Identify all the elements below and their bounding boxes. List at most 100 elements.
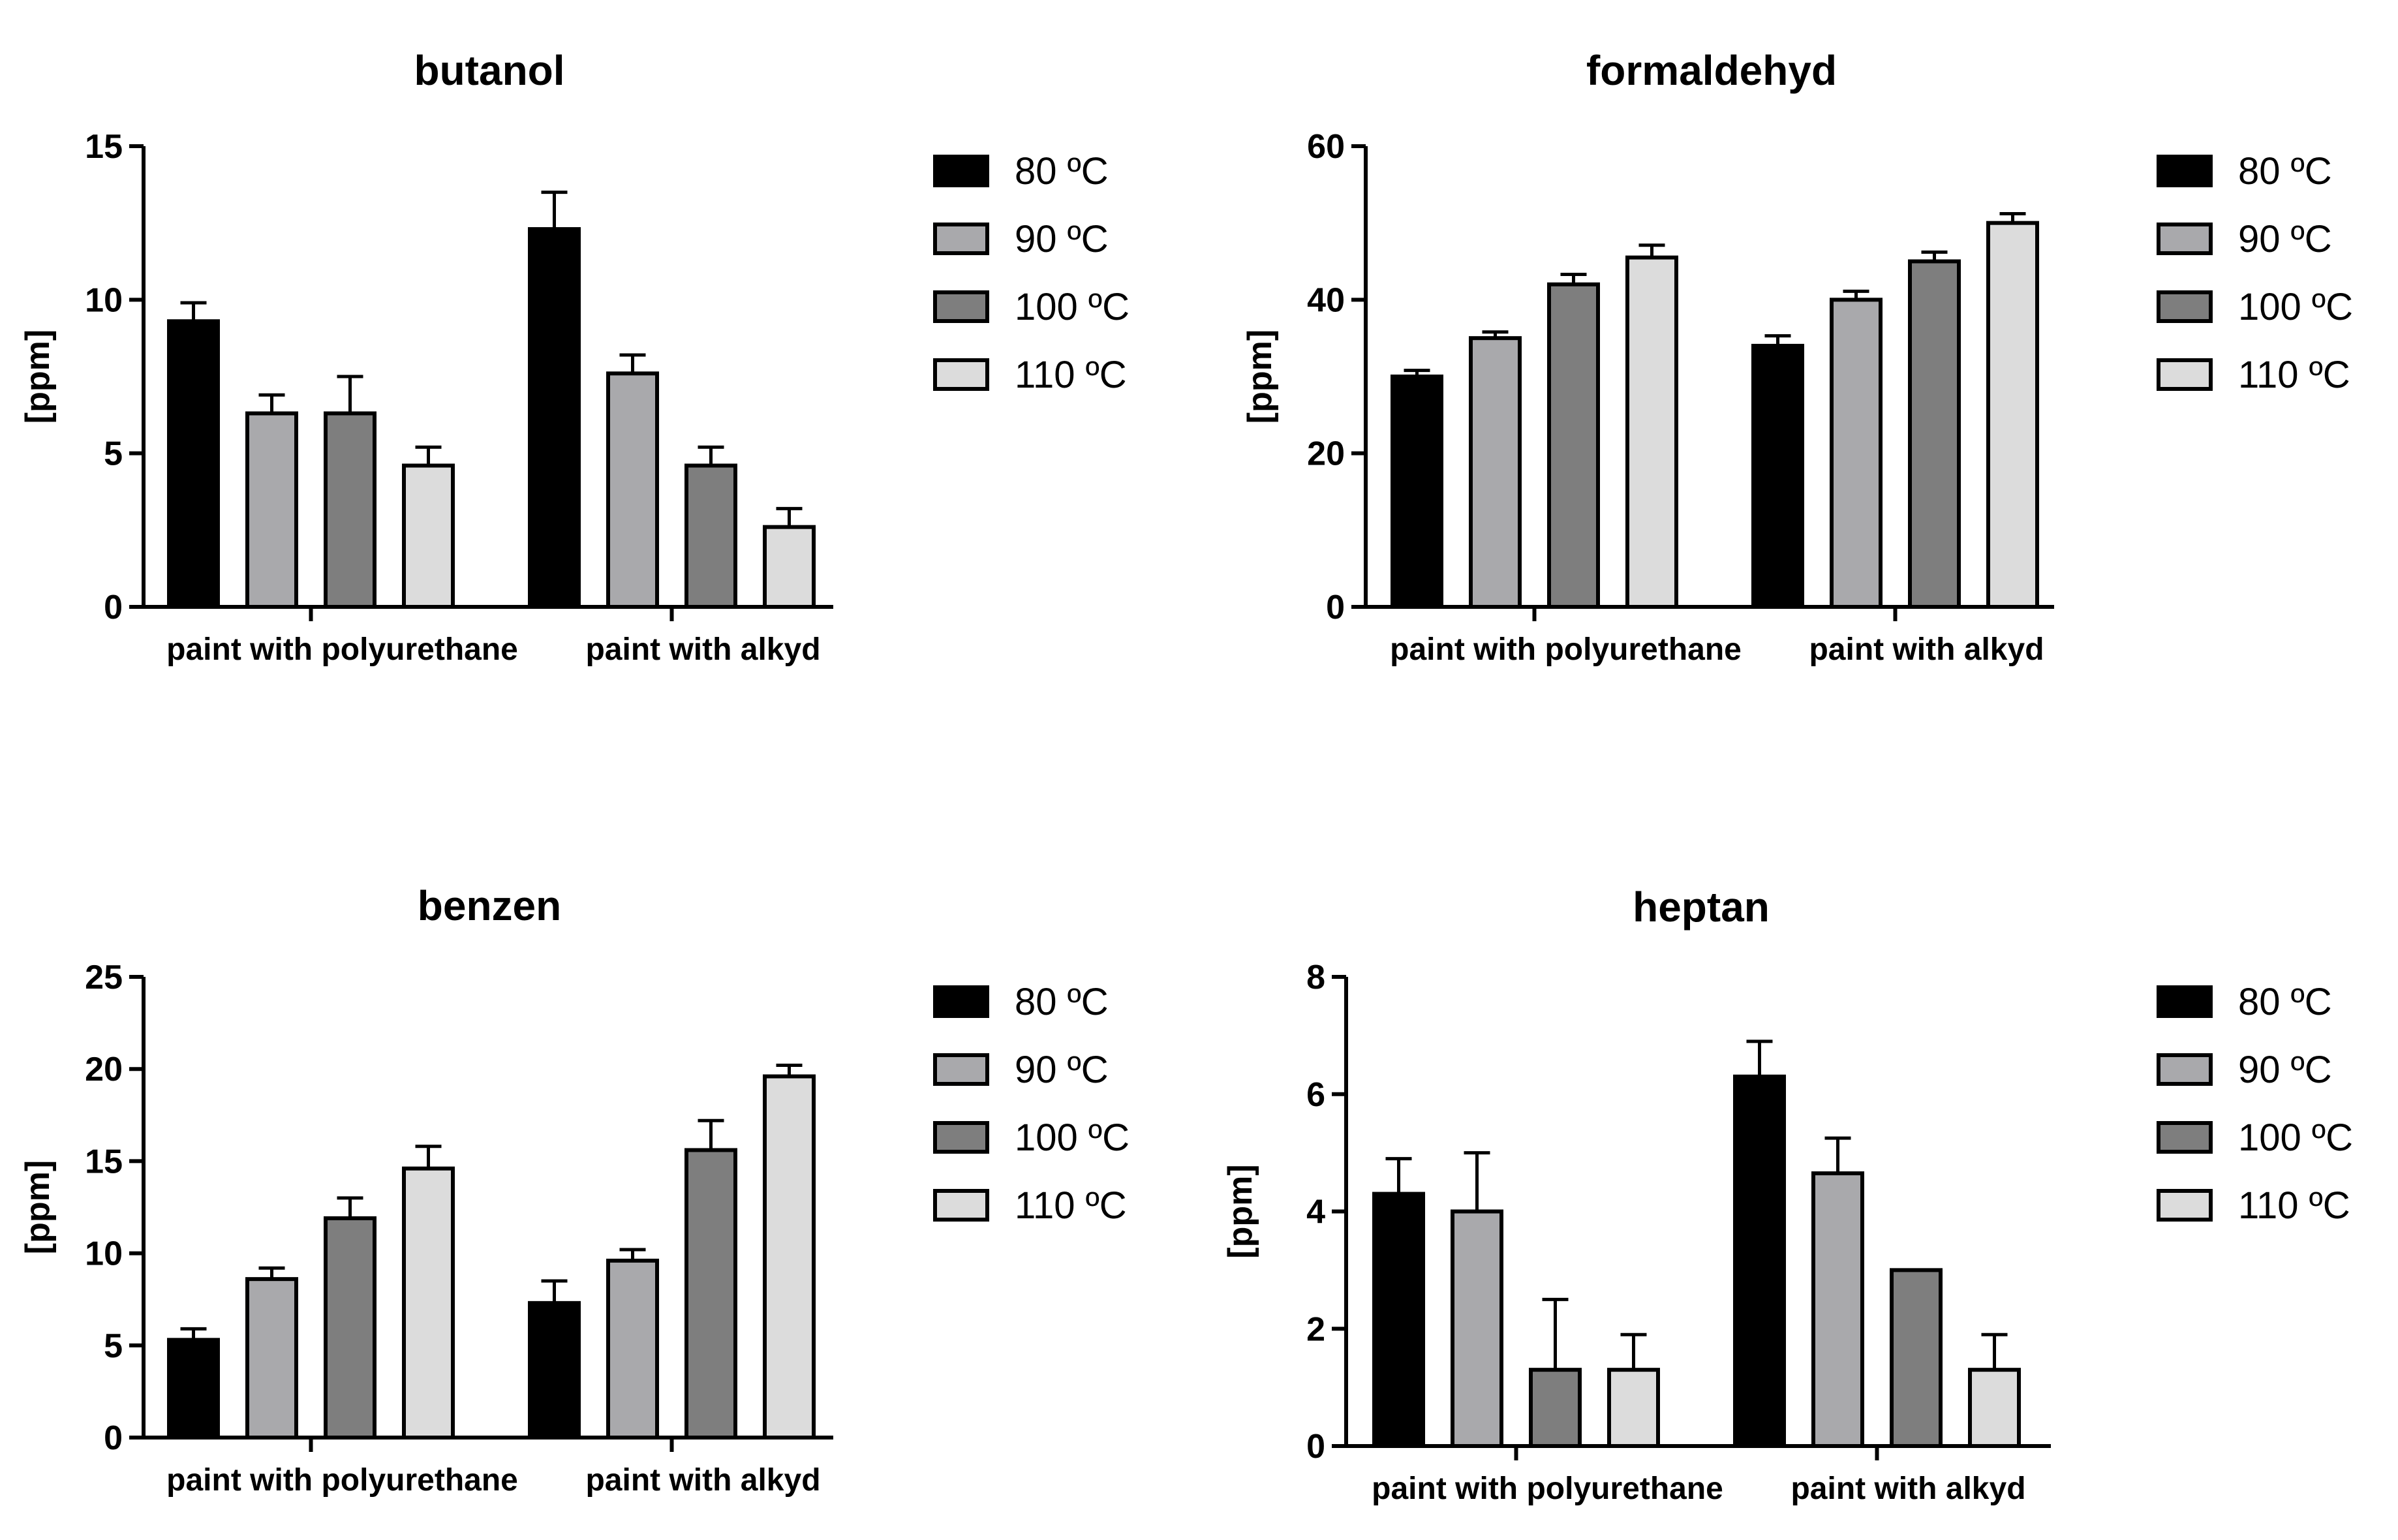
y-tick-label: 5 [104,435,123,473]
bar-paint-with-alkyd-1 [528,1301,581,1440]
bar-paint-with-alkyd-3 [684,1148,737,1440]
legend-label: 110 ºC [2238,1184,2350,1227]
bar-paint-with-polyurethane-3 [1547,282,1600,609]
x-category-label: paint with alkyd [1791,1471,2025,1506]
bar-paint-with-alkyd-3 [1890,1268,1943,1448]
legend-swatch [2157,223,2213,255]
y-tick-label: 25 [85,959,123,996]
legend-swatch [933,1121,989,1154]
y-tick-label: 60 [1307,128,1345,166]
legend-label: 100 ºC [2238,286,2353,328]
bar-paint-with-polyurethane-1 [167,1338,220,1440]
y-tick-label: 0 [1306,1428,1325,1466]
legend-swatch [2157,1189,2213,1222]
bar-paint-with-polyurethane-3 [1529,1368,1582,1449]
chart-panel-butanol: butanol [ppm] 0 5 10 15 paint with polyurethan… [19,47,1130,667]
bar-paint-with-alkyd-1 [1733,1074,1786,1448]
y-tick-label: 2 [1306,1310,1325,1348]
y-tick-label: 20 [1307,435,1345,473]
legend-swatch [933,358,989,391]
bar-paint-with-polyurethane-2 [245,1277,298,1440]
y-tick-label: 8 [1306,959,1325,996]
chart-title: butanol [414,47,564,94]
chart-title: heptan [1633,884,1770,931]
legend-label: 80 ºC [2238,981,2332,1023]
chart-title: formaldehyd [1586,47,1837,94]
legend-label: 100 ºC [1015,286,1130,328]
y-tick-label: 15 [85,128,123,166]
y-tick-label: 0 [1326,589,1345,626]
y-tick-label: 40 [1307,281,1345,319]
legend-swatch [933,155,989,187]
x-category-label: paint with polyurethane [1372,1471,1723,1506]
bar-paint-with-alkyd-4 [763,525,816,609]
y-tick-label: 15 [85,1143,123,1180]
y-axis-label: [ppm] [1241,330,1279,424]
y-tick-label: 0 [104,589,123,626]
bar-paint-with-polyurethane-2 [1469,336,1522,609]
bar-paint-with-polyurethane-4 [1607,1368,1660,1449]
chart-panel-benzen: benzen [ppm] 0 5 10 15 20 25 paint with polyuret… [19,882,1130,1498]
bar-paint-with-alkyd-1 [1751,343,1804,609]
legend-swatch [2157,1121,2213,1154]
legend-label: 110 ºC [1015,354,1127,396]
legend-swatch [2157,1053,2213,1086]
legend-swatch [2157,358,2213,391]
legend-label: 80 ºC [1015,150,1109,192]
legend: 80 ºC 90 ºC 100 ºC 110 ºC [933,981,1130,1227]
legend-swatch [933,290,989,323]
legend-swatch [933,1189,989,1222]
bar-paint-with-alkyd-4 [1968,1368,2021,1449]
bar-paint-with-alkyd-2 [1830,298,1883,609]
bar-paint-with-alkyd-4 [763,1074,816,1440]
y-tick-label: 10 [85,1235,123,1273]
x-category-label: paint with alkyd [1809,632,2044,667]
y-tick-label: 5 [104,1327,123,1365]
chart-title: benzen [418,882,561,929]
legend-label: 110 ºC [1015,1184,1127,1227]
y-tick-label: 20 [85,1051,123,1088]
bar-paint-with-alkyd-2 [606,1258,659,1440]
bar-paint-with-alkyd-2 [606,371,659,609]
bar-paint-with-polyurethane-1 [167,319,220,609]
y-tick-label: 6 [1306,1076,1325,1114]
legend-swatch [2157,290,2213,323]
legend-label: 90 ºC [2238,218,2332,260]
legend-label: 110 ºC [2238,354,2350,396]
legend: 80 ºC 90 ºC 100 ºC 110 ºC [933,150,1130,396]
legend-swatch [933,223,989,255]
bar-paint-with-alkyd-3 [684,463,737,609]
bar-paint-with-alkyd-3 [1908,259,1961,609]
y-tick-label: 4 [1306,1194,1325,1231]
legend-label: 80 ºC [2238,150,2332,192]
y-axis-label: [ppm] [19,330,57,424]
bar-paint-with-polyurethane-1 [1391,375,1443,609]
legend-swatch [933,1053,989,1086]
bar-paint-with-polyurethane-4 [1625,255,1678,609]
x-category-label: paint with polyurethane [166,632,518,667]
x-category-label: paint with alkyd [585,632,820,667]
legend-swatch [2157,985,2213,1018]
bar-paint-with-polyurethane-4 [402,463,455,609]
legend-label: 90 ºC [1015,1049,1109,1091]
bar-paint-with-polyurethane-3 [324,1216,377,1440]
y-axis-label: [ppm] [1222,1164,1259,1258]
legend: 80 ºC 90 ºC 100 ºC 110 ºC [2157,150,2353,396]
y-axis-label: [ppm] [19,1160,57,1254]
x-category-label: paint with polyurethane [166,1463,518,1498]
legend-label: 100 ºC [2238,1116,2353,1159]
legend-swatch [2157,155,2213,187]
bar-paint-with-polyurethane-1 [1372,1192,1425,1448]
chart-panel-heptan: heptan [ppm] 0 2 4 6 8 paint with polyurethane p… [1222,884,2353,1506]
bar-paint-with-alkyd-4 [1986,221,2039,609]
legend-label: 100 ºC [1015,1116,1130,1159]
chart-panel-formaldehyd: formaldehyd [ppm] 0 20 40 60 paint with polyur… [1241,47,2353,667]
bar-paint-with-polyurethane-3 [324,411,377,609]
bar-paint-with-polyurethane-4 [402,1166,455,1440]
legend: 80 ºC 90 ºC 100 ºC 110 ºC [2157,981,2353,1227]
legend-label: 90 ºC [1015,218,1109,260]
bar-paint-with-alkyd-2 [1811,1171,1864,1449]
legend-swatch [933,985,989,1018]
x-category-label: paint with polyurethane [1390,632,1742,667]
y-tick-label: 0 [104,1419,123,1457]
